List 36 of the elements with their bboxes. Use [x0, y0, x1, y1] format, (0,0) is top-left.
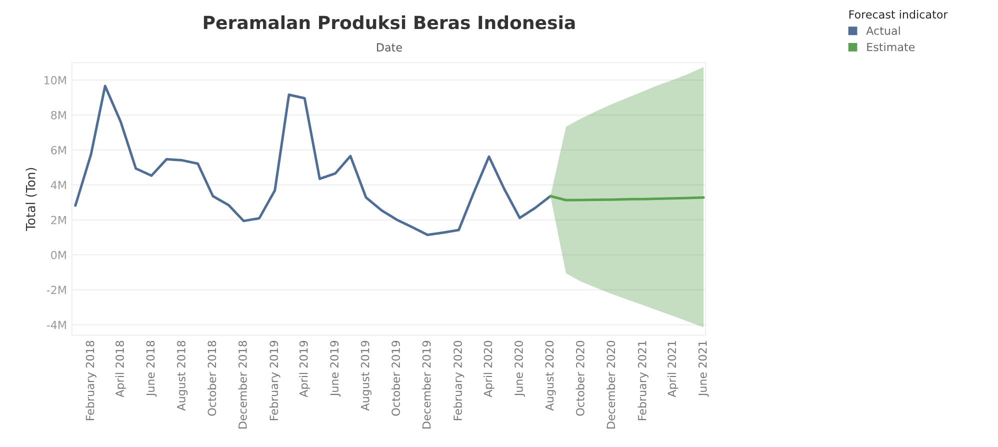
- x-tick-label: December 2019: [422, 340, 431, 428]
- x-tick-label: August 2019: [360, 340, 372, 411]
- x-tick-label: December 2018: [238, 340, 247, 428]
- y-tick-label: 8M: [51, 110, 66, 120]
- y-tick-label: -4M: [46, 320, 66, 329]
- x-tick-label: October 2018: [208, 340, 216, 416]
- y-tick-label: 4M: [50, 181, 66, 190]
- x-tick-label: October 2020: [576, 340, 584, 416]
- legend-title: Forecast indicator: [849, 10, 948, 19]
- x-tick-label: June 2018: [146, 340, 157, 397]
- x-tick-label: February 2020: [453, 340, 464, 420]
- y-tick-label: 10M: [44, 76, 66, 84]
- x-tick-label: August 2020: [545, 340, 556, 411]
- x-tick-label: April 2020: [484, 340, 494, 398]
- legend-label: Estimate: [867, 42, 915, 52]
- x-tick-label: February 2019: [269, 340, 280, 420]
- y-axis-title: Total (Ton): [26, 168, 37, 231]
- chart-subtitle: Date: [377, 43, 402, 52]
- x-tick-label: February 2021: [638, 341, 648, 420]
- x-tick-label: June 2020: [514, 340, 525, 397]
- x-tick-label: August 2018: [177, 340, 188, 411]
- x-tick-label: April 2019: [299, 340, 310, 398]
- legend-label: Actual: [866, 26, 900, 35]
- chart-title: Peramalan Produksi Beras Indonesia: [204, 15, 575, 30]
- y-tick-label: 6M: [51, 146, 66, 154]
- y-tick-label: 0M: [51, 250, 66, 260]
- x-tick-label: June 2019: [330, 340, 341, 397]
- x-tick-label: December 2020: [606, 340, 616, 428]
- y-tick-label: 2M: [51, 216, 66, 224]
- x-tick-label: February 2018: [86, 340, 96, 420]
- x-tick-label: April 2018: [115, 340, 126, 398]
- x-tick-label: June 2021: [698, 341, 709, 397]
- line-series: [74, 84, 552, 236]
- x-tick-label: April 2021: [667, 341, 678, 398]
- y-tick-label: -2M: [46, 286, 66, 294]
- x-tick-label: October 2019: [391, 340, 400, 416]
